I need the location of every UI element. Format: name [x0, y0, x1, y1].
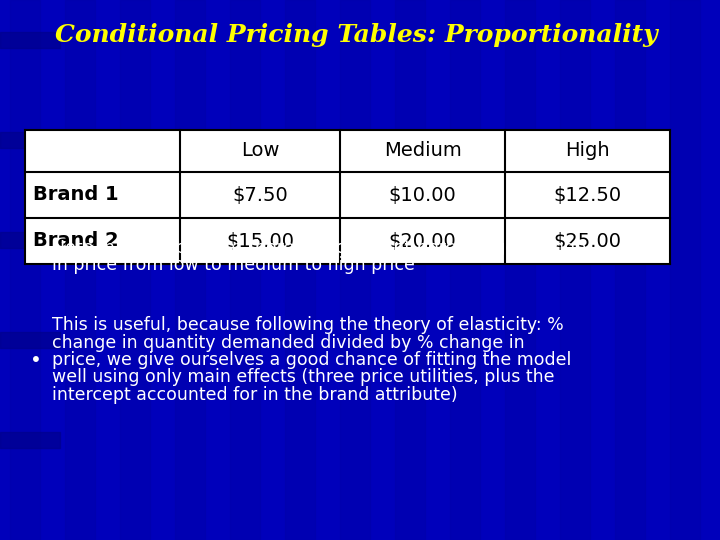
- Text: in price from low to medium to high price: in price from low to medium to high pric…: [52, 256, 415, 274]
- Text: $12.50: $12.50: [554, 186, 621, 205]
- Bar: [25, 130, 670, 264]
- Text: intercept accounted for in the brand attribute): intercept accounted for in the brand att…: [52, 386, 458, 404]
- Text: This is useful, because following the theory of elasticity: %: This is useful, because following the th…: [52, 316, 564, 334]
- Text: •: •: [30, 247, 42, 266]
- Text: well using only main effects (three price utilities, plus the: well using only main effects (three pric…: [52, 368, 554, 387]
- Text: •: •: [30, 350, 42, 369]
- Text: $10.00: $10.00: [389, 186, 456, 205]
- Text: $20.00: $20.00: [389, 232, 456, 251]
- Text: Brand 2: Brand 2: [33, 232, 119, 251]
- Text: Note in this table that there is a constant percentage change: Note in this table that there is a const…: [52, 239, 586, 257]
- Text: $7.50: $7.50: [232, 186, 288, 205]
- Text: Low: Low: [240, 141, 279, 160]
- Text: High: High: [565, 141, 610, 160]
- Text: price, we give ourselves a good chance of fitting the model: price, we give ourselves a good chance o…: [52, 351, 572, 369]
- Text: Medium: Medium: [384, 141, 462, 160]
- Text: $15.00: $15.00: [226, 232, 294, 251]
- Text: $25.00: $25.00: [554, 232, 621, 251]
- Text: Conditional Pricing Tables: Proportionality: Conditional Pricing Tables: Proportional…: [55, 23, 657, 47]
- Text: change in quantity demanded divided by % change in: change in quantity demanded divided by %…: [52, 334, 525, 352]
- Text: Brand 1: Brand 1: [33, 186, 119, 205]
